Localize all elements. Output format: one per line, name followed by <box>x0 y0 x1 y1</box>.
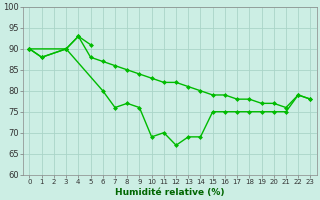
X-axis label: Humidité relative (%): Humidité relative (%) <box>115 188 225 197</box>
